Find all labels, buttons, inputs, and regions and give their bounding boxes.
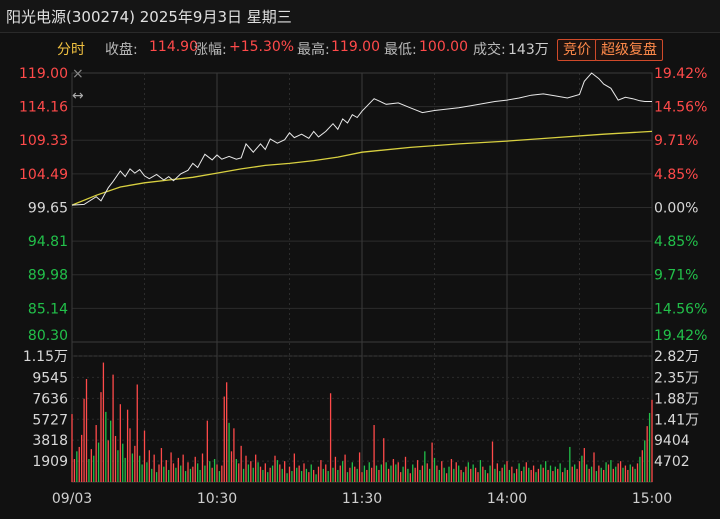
volume-tick-label: 5727 xyxy=(32,412,68,428)
percent-tick-label: 4.85% xyxy=(654,234,698,250)
price-tick-label: 109.33 xyxy=(19,133,68,149)
high-value: 119.00 xyxy=(331,39,380,55)
change-value: +15.30% xyxy=(229,39,295,55)
volume-tick-label: 7636 xyxy=(32,391,68,407)
low-value: 100.00 xyxy=(419,39,468,55)
price-tick-label: 104.49 xyxy=(19,167,68,183)
stock-title: 阳光电源(300274) 2025年9月3日 星期三 xyxy=(6,8,292,26)
volume-right-tick-label: 9404 xyxy=(654,433,690,449)
volume-tick-label: 9545 xyxy=(32,370,68,386)
price-tick-label: 94.81 xyxy=(28,234,68,250)
chart-grid xyxy=(71,72,653,483)
volume-value: 143万 xyxy=(508,42,549,58)
super-review-button[interactable]: 超级复盘 xyxy=(595,39,663,61)
price-lines xyxy=(71,72,653,206)
percent-tick-label: 9.71% xyxy=(654,268,698,284)
time-tick-label: 09/03 xyxy=(52,491,92,507)
high-label: 最高: xyxy=(297,42,330,58)
price-tick-label: 80.30 xyxy=(28,328,68,344)
price-tick-label: 119.00 xyxy=(19,66,68,82)
title-bar: 阳光电源(300274) 2025年9月3日 星期三 xyxy=(0,0,720,33)
volume-tick-label: 3818 xyxy=(32,433,68,449)
volume-bars xyxy=(71,362,653,482)
volume-right-tick-label: 2.82万 xyxy=(654,349,699,365)
resize-icon[interactable]: ↔ xyxy=(72,88,84,104)
volume-right-tick-label: 1.41万 xyxy=(654,412,699,428)
percent-tick-label: 9.71% xyxy=(654,133,698,149)
volume-tick-label: 1909 xyxy=(32,454,68,470)
price-panel-frame xyxy=(71,72,653,343)
volume-right-tick-label: 2.35万 xyxy=(654,370,699,386)
percent-tick-label: 4.85% xyxy=(654,167,698,183)
price-tick-label: 85.14 xyxy=(28,301,68,317)
quote-info-bar: 分时 收盘: 114.90 涨幅: +15.30% 最高: 119.00 最低:… xyxy=(0,34,720,62)
volume-label: 成交: xyxy=(473,42,506,58)
price-line xyxy=(71,72,652,206)
mode-tab-intraday[interactable]: 分时 xyxy=(57,42,85,58)
time-tick-label: 11:30 xyxy=(342,491,382,507)
percent-tick-label: 14.56% xyxy=(654,100,707,116)
time-tick-label: 14:00 xyxy=(487,491,527,507)
cross-icon[interactable]: × xyxy=(72,66,84,82)
auction-button[interactable]: 竞价 xyxy=(557,39,597,61)
close-value: 114.90 xyxy=(149,39,198,55)
price-tick-label: 99.65 xyxy=(28,201,68,217)
volume-right-tick-label: 1.88万 xyxy=(654,391,699,407)
percent-tick-label: 0.00% xyxy=(654,201,698,217)
price-tick-label: 89.98 xyxy=(28,268,68,284)
percent-tick-label: 19.42% xyxy=(654,328,707,344)
volume-right-tick-label: 4702 xyxy=(654,454,690,470)
axis-labels: 119.00 19.42% 114.16 14.56% 109.33 9.71% 104.4… xyxy=(19,66,707,507)
average-price-line xyxy=(71,130,653,206)
volume-tick-label: 1.15万 xyxy=(23,349,68,365)
percent-tick-label: 14.56% xyxy=(654,301,707,317)
time-tick-label: 15:00 xyxy=(632,491,672,507)
change-label: 涨幅: xyxy=(194,42,227,58)
percent-tick-label: 19.42% xyxy=(654,66,707,82)
low-label: 最低: xyxy=(384,42,417,58)
time-tick-label: 10:30 xyxy=(197,491,237,507)
price-tick-label: 114.16 xyxy=(19,100,68,116)
close-label: 收盘: xyxy=(105,42,138,58)
